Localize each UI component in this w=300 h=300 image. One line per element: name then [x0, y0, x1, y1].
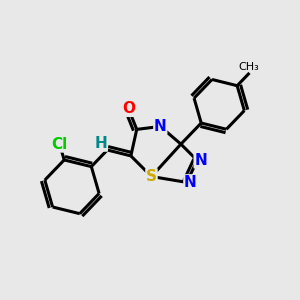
Text: O: O	[122, 101, 135, 116]
Text: N: N	[184, 175, 197, 190]
Text: N: N	[154, 119, 167, 134]
Text: Cl: Cl	[52, 137, 68, 152]
Text: H: H	[94, 136, 107, 151]
Text: N: N	[194, 153, 207, 168]
Text: CH₃: CH₃	[238, 62, 259, 72]
Text: S: S	[146, 169, 157, 184]
